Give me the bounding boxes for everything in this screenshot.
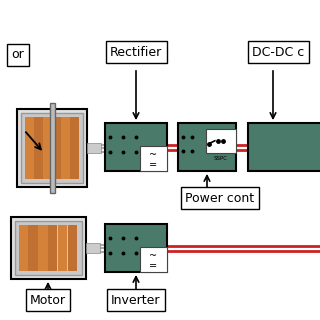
Bar bbox=[248, 123, 320, 171]
Bar bbox=[21, 113, 83, 183]
Bar bbox=[50, 103, 54, 193]
Bar bbox=[70, 117, 78, 179]
Text: Rectifier: Rectifier bbox=[110, 45, 162, 59]
Bar bbox=[178, 123, 236, 171]
Bar bbox=[61, 117, 69, 179]
Bar bbox=[48, 225, 57, 271]
Text: or: or bbox=[12, 49, 24, 61]
Text: ~: ~ bbox=[149, 150, 157, 160]
Text: Power cont: Power cont bbox=[185, 191, 255, 204]
Bar bbox=[87, 143, 101, 153]
Text: SSPC: SSPC bbox=[214, 156, 228, 161]
Text: =: = bbox=[149, 160, 157, 170]
Text: DC-DC c: DC-DC c bbox=[252, 45, 304, 59]
Bar bbox=[105, 224, 167, 272]
Bar bbox=[43, 117, 52, 179]
Text: ~: ~ bbox=[149, 251, 157, 261]
Bar bbox=[19, 225, 28, 271]
Bar bbox=[38, 225, 47, 271]
Bar bbox=[140, 146, 167, 171]
Bar bbox=[58, 225, 67, 271]
Bar bbox=[14, 221, 82, 275]
Text: Inverter: Inverter bbox=[111, 293, 161, 307]
Bar bbox=[25, 117, 34, 179]
Bar bbox=[34, 117, 43, 179]
Bar bbox=[140, 247, 167, 272]
Bar bbox=[68, 225, 77, 271]
Bar bbox=[11, 217, 85, 279]
Bar bbox=[105, 123, 167, 171]
Text: =: = bbox=[149, 261, 157, 271]
Bar bbox=[85, 243, 100, 253]
Text: Motor: Motor bbox=[30, 293, 66, 307]
Bar bbox=[17, 109, 87, 187]
Bar bbox=[206, 129, 236, 153]
Bar bbox=[28, 225, 38, 271]
Bar bbox=[52, 117, 60, 179]
